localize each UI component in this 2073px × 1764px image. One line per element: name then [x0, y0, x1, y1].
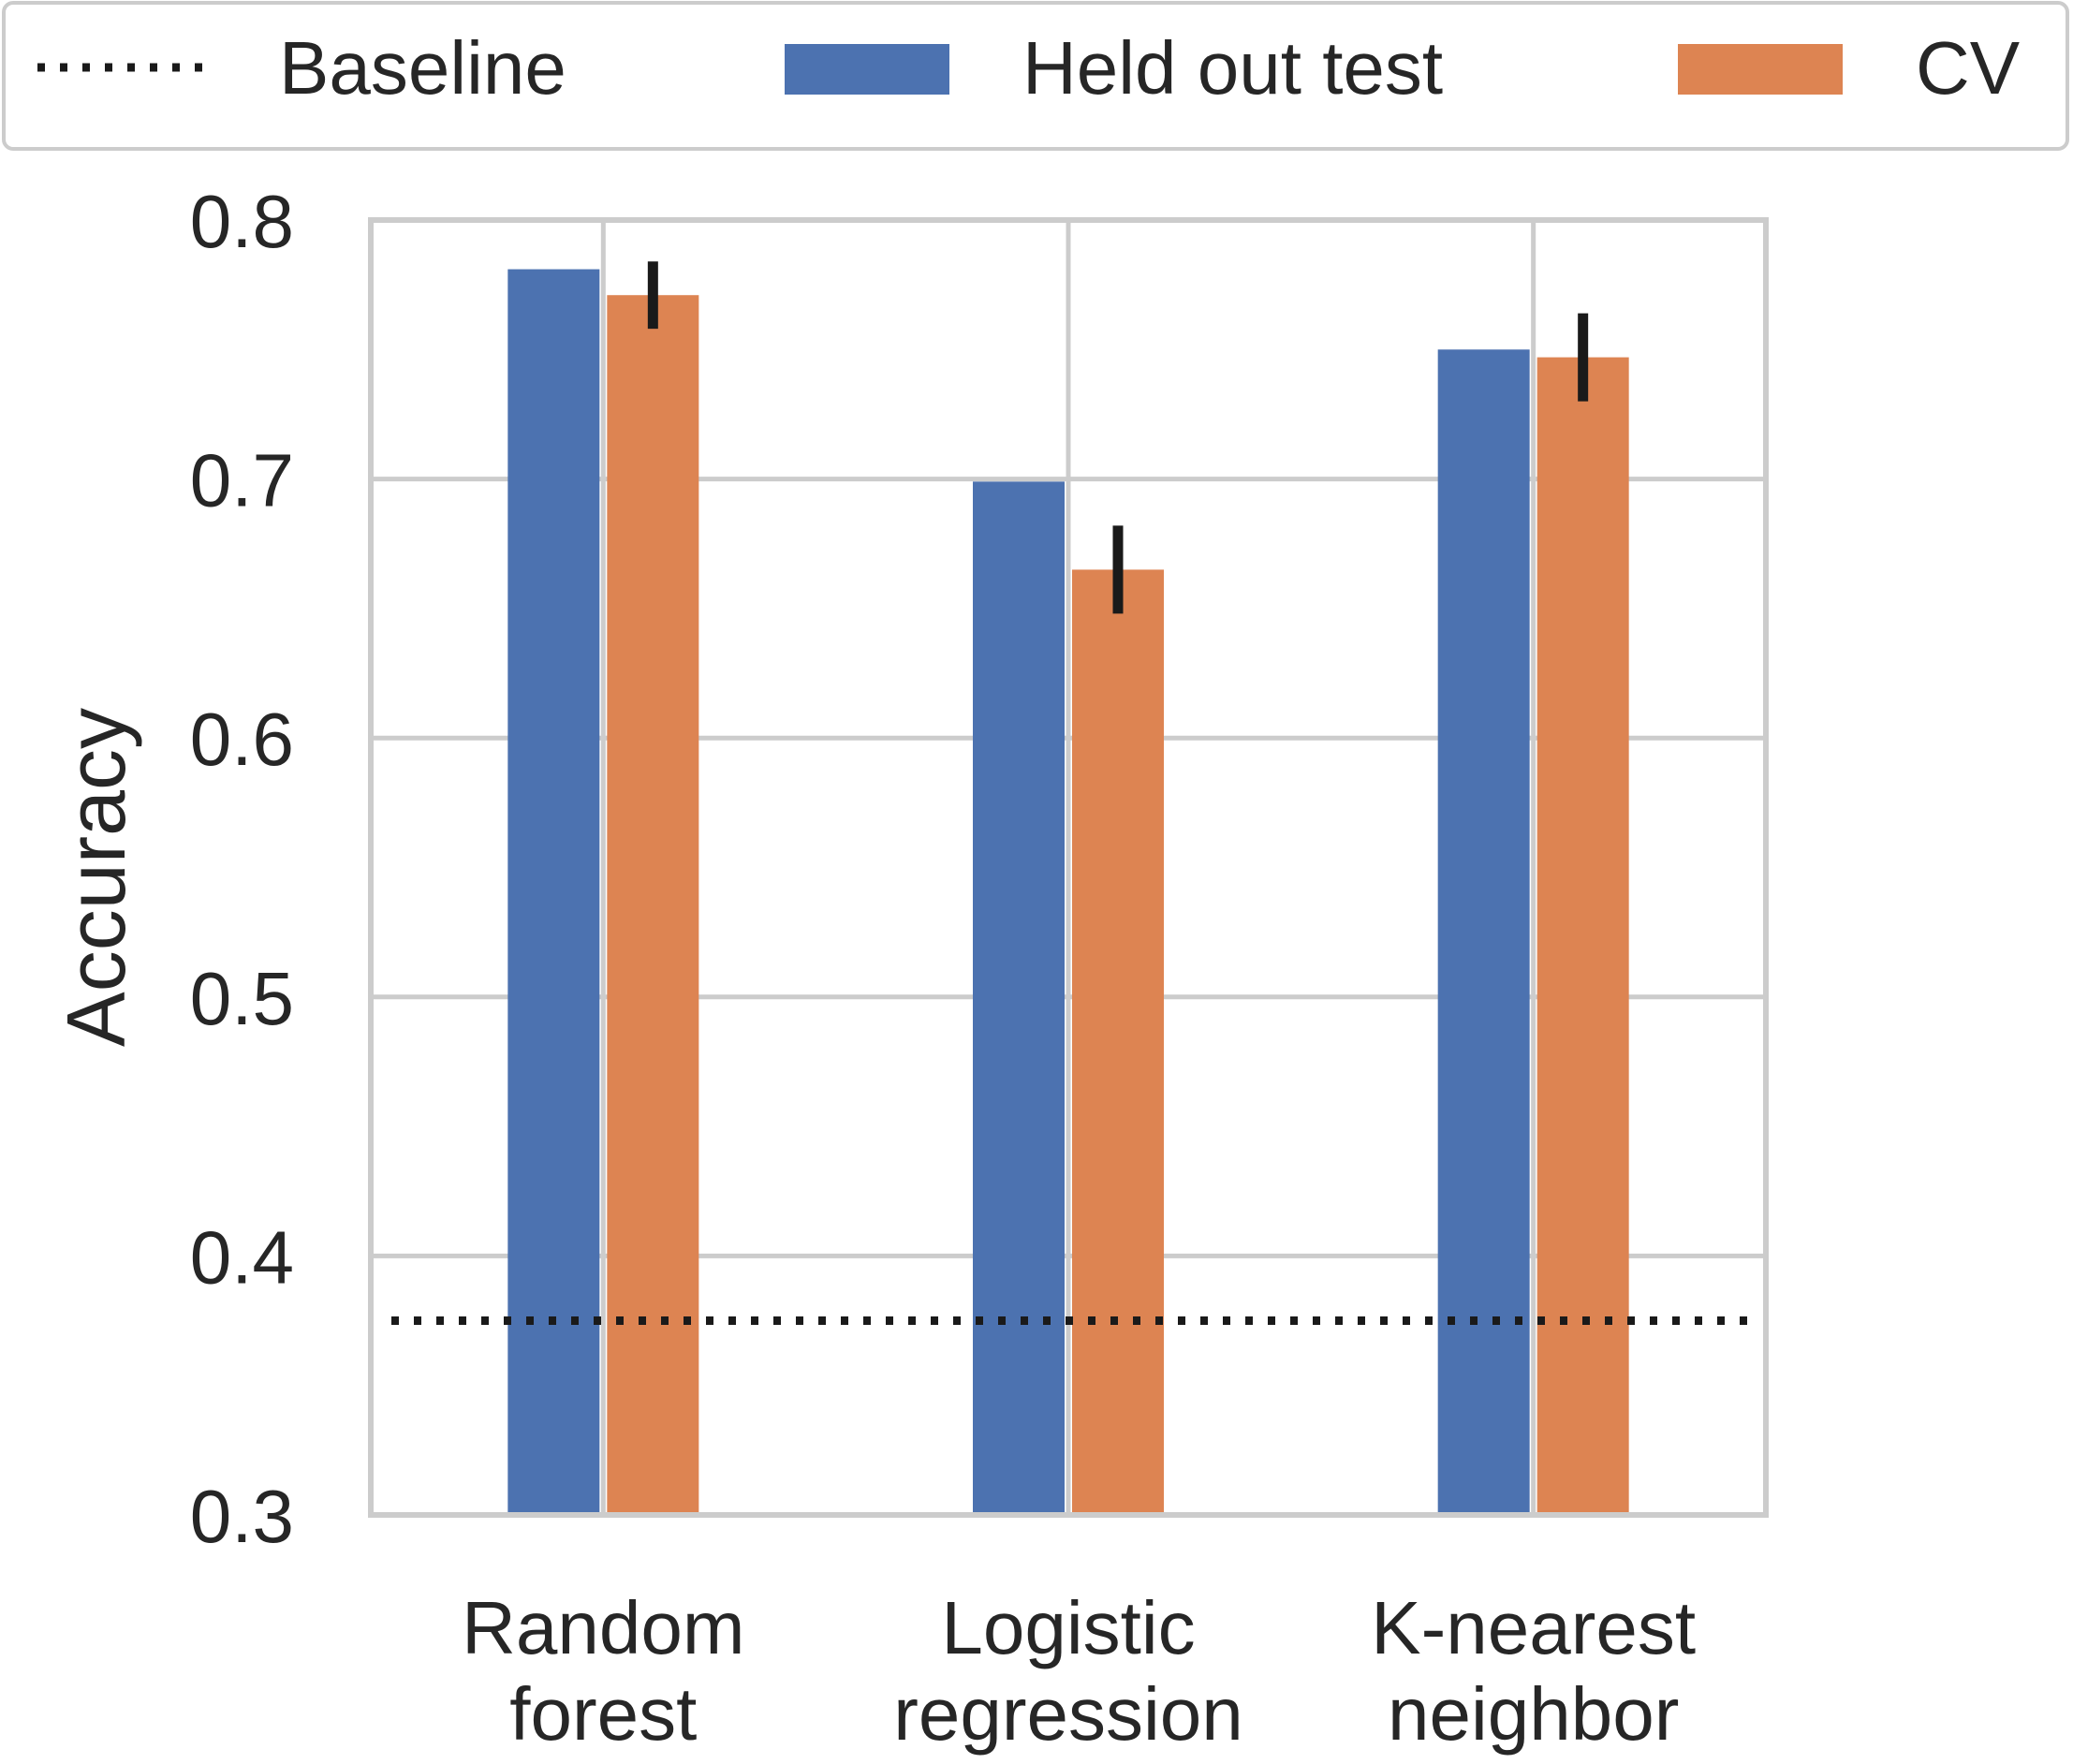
bar-cv — [607, 295, 699, 1515]
y-tick-label: 0.4 — [190, 1215, 294, 1299]
legend-frame — [2, 1, 2069, 151]
legend: Baseline Held out test CV — [2, 1, 2069, 151]
x-tick-label: neighbor — [1388, 1672, 1679, 1756]
bar-held-out-test — [1437, 349, 1530, 1515]
legend-cv-label: CV — [1916, 26, 2021, 110]
x-tick-label: regression — [893, 1672, 1243, 1756]
legend-held-out-label: Held out test — [1022, 26, 1443, 110]
y-tick-label: 0.5 — [190, 957, 294, 1040]
x-tick-label: Random — [462, 1586, 744, 1669]
y-tick-label: 0.3 — [190, 1475, 294, 1558]
x-tick-label: K-nearest — [1371, 1586, 1696, 1669]
bar-held-out-test — [973, 481, 1065, 1516]
legend-cv-swatch — [1678, 44, 1843, 95]
plot-frame — [368, 217, 1769, 1518]
y-tick-label: 0.8 — [190, 180, 294, 263]
bar-cv — [1536, 357, 1629, 1515]
legend-held-out-swatch — [785, 44, 949, 95]
error-bars — [647, 261, 1589, 614]
bar-held-out-test — [507, 269, 600, 1516]
bar-cv — [1072, 569, 1164, 1515]
x-tick-label: Logistic — [941, 1586, 1195, 1669]
y-tick-label: 0.7 — [190, 439, 294, 522]
y-tick-labels: 0.3 0.4 0.5 0.6 0.7 0.8 — [190, 180, 294, 1558]
bars — [507, 269, 1629, 1516]
legend-baseline-label: Baseline — [279, 26, 566, 110]
y-axis-label: Accuracy — [50, 708, 142, 1047]
x-tick-label: forest — [509, 1672, 697, 1756]
y-tick-label: 0.6 — [190, 698, 294, 781]
